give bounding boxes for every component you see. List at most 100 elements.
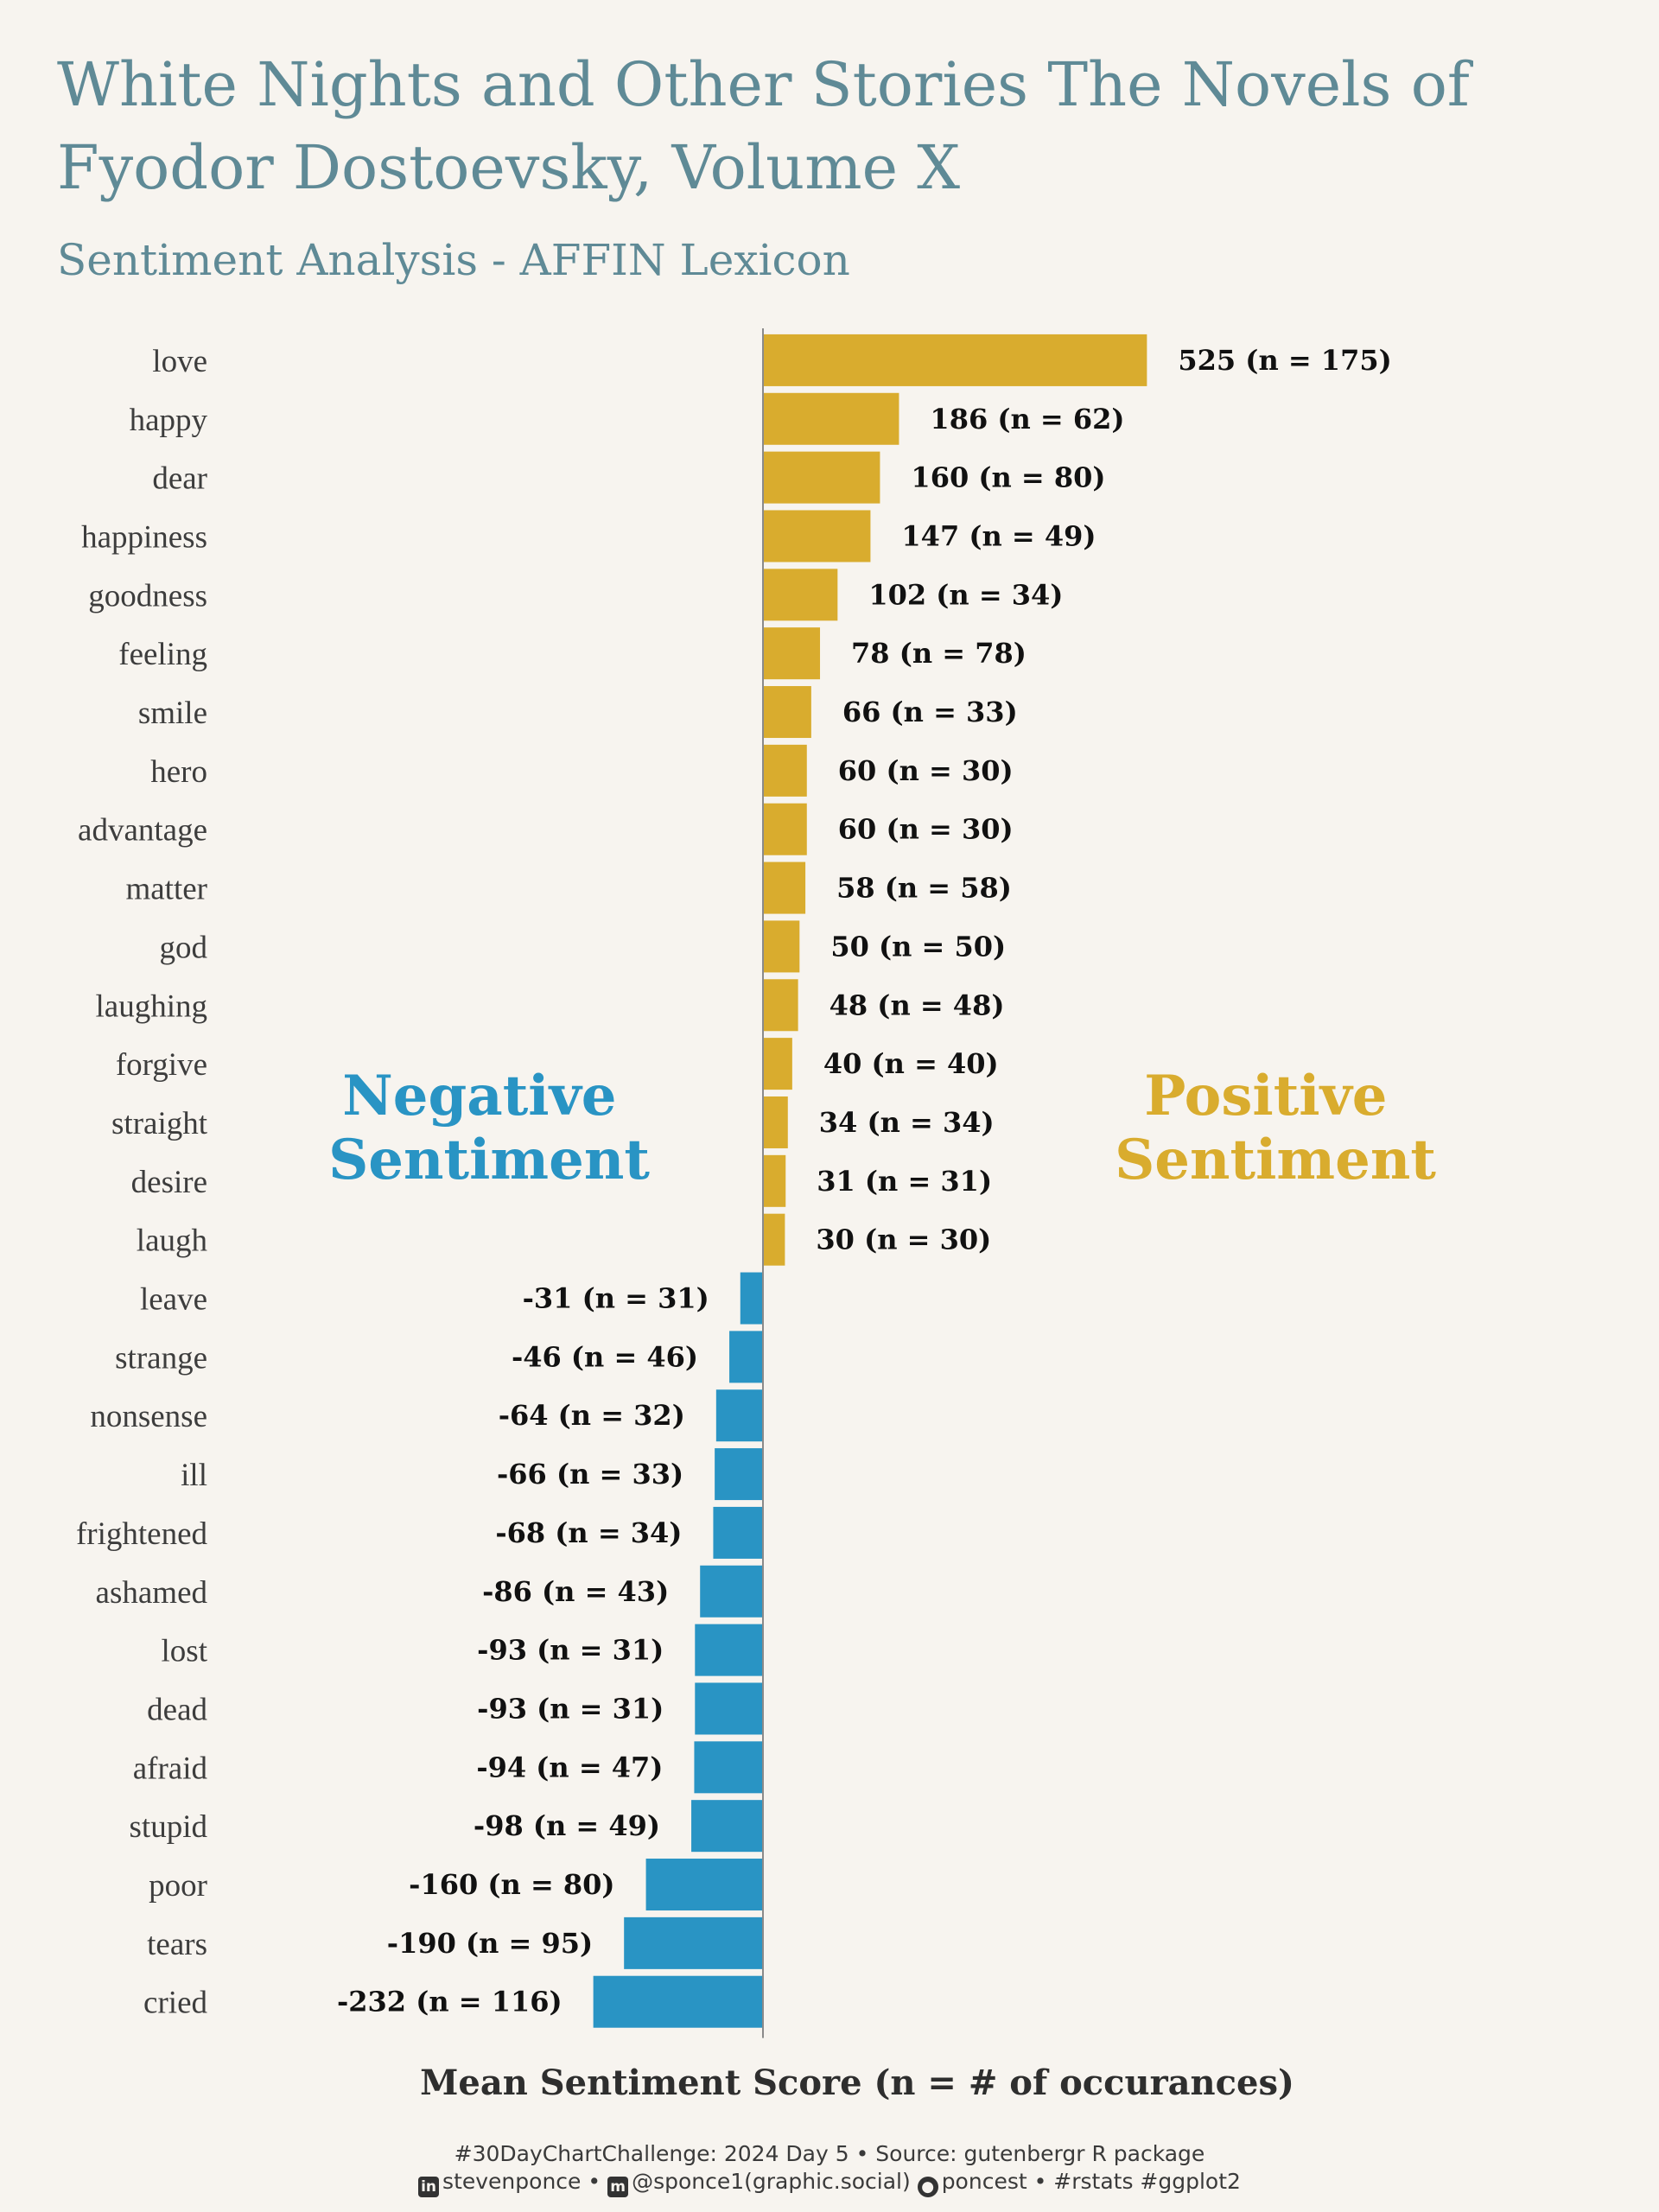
category-label-leave: leave [140,1282,207,1318]
category-label-matter: matter [125,872,207,907]
category-labels-group: love happy dear happiness goodness feeling smi… [76,344,208,2021]
bar-advantage [763,803,807,855]
caption-linkedin: stevenponce • [442,2169,601,2194]
bar-forgive [763,1038,792,1090]
value-label-forgive: 40 (n = 40) [823,1047,999,1080]
bar-tears [624,1916,763,1969]
value-label-afraid: -94 (n = 47) [476,1751,663,1783]
bar-feeling [763,627,821,680]
category-label-lost: lost [162,1634,208,1669]
value-label-cried: -232 (n = 116) [337,1986,563,2018]
category-label-cried: cried [143,1986,207,2021]
bar-cried [593,1975,763,2028]
category-label-afraid: afraid [133,1751,208,1786]
bar-god [763,920,800,973]
category-label-laugh: laugh [137,1224,208,1259]
category-label-nonsense: nonsense [90,1399,207,1434]
bar-desire [763,1154,786,1207]
category-label-dear: dear [152,461,207,497]
bar-dear [763,451,880,504]
bar-hero [763,744,807,797]
positive-annotation-line-1: Positive [1144,1064,1387,1128]
category-label-hero: hero [150,754,207,790]
bar-ashamed [700,1565,763,1618]
bar-afraid [694,1741,763,1794]
value-label-ill: -66 (n = 33) [497,1458,683,1491]
caption-line-1: #30DayChartChallenge: 2024 Day 5 • Sourc… [454,2141,1205,2166]
category-label-feeling: feeling [118,637,207,672]
bar-laughing [763,979,798,1032]
category-label-advantage: advantage [78,813,207,849]
bar-laugh [763,1213,785,1266]
value-labels-group: 525 (n = 175) 186 (n = 62) 160 (n = 80) 147… [337,344,1392,2018]
negative-annotation-line-1: Negative [342,1064,616,1128]
value-label-ashamed: -86 (n = 43) [482,1575,669,1608]
value-label-laugh: 30 (n = 30) [816,1224,991,1256]
value-label-nonsense: -64 (n = 32) [499,1399,685,1432]
value-label-tears: -190 (n = 95) [387,1927,593,1960]
value-label-strange: -46 (n = 46) [512,1340,698,1373]
value-label-dear: 160 (n = 80) [911,461,1105,494]
category-label-ashamed: ashamed [96,1575,208,1611]
bar-matter [763,861,806,914]
category-label-desire: desire [131,1165,207,1200]
category-label-goodness: goodness [88,578,207,613]
positive-annotation-line-2: Sentiment [1115,1128,1436,1192]
negative-annotation-line-2: Sentiment [328,1128,650,1192]
value-label-feeling: 78 (n = 78) [851,637,1027,670]
value-label-stupid: -98 (n = 49) [474,1809,660,1842]
bar-dead [695,1682,763,1735]
category-label-poor: poor [149,1868,207,1904]
value-label-happiness: 147 (n = 49) [901,519,1096,552]
bar-strange [729,1331,763,1383]
bar-straight [763,1096,788,1148]
category-label-laughing: laughing [96,988,207,1024]
value-label-leave: -31 (n = 31) [523,1282,709,1315]
category-label-ill: ill [181,1458,207,1493]
category-label-stupid: stupid [130,1809,208,1845]
negative-annotation: Negative Sentiment [328,1064,650,1192]
category-label-happiness: happiness [81,519,207,555]
bar-stupid [691,1800,763,1853]
bar-ill [715,1448,763,1501]
chart-subtitle: Sentiment Analysis - AFFIN Lexicon [57,235,850,285]
category-label-happy: happy [130,403,208,438]
value-label-happy: 186 (n = 62) [930,403,1124,435]
bar-leave [740,1272,763,1325]
chart-title: White Nights and Other Stories The Novel… [57,49,1470,203]
value-label-poor: -160 (n = 80) [409,1868,614,1901]
bar-smile [763,686,811,739]
caption-mastodon: @sponce1(graphic.social) [632,2169,911,2194]
bar-poor [645,1859,763,1911]
category-label-tears: tears [147,1927,207,1962]
bar-nonsense [715,1389,763,1442]
mastodon-icon: m [607,2177,629,2197]
caption-github: poncest • #rstats #ggplot2 [941,2169,1241,2194]
bars-group [593,334,1147,2028]
category-label-love: love [152,344,207,379]
x-axis-label: Mean Sentiment Score (n = # of occurance… [420,2063,1294,2103]
category-label-smile: smile [138,696,207,731]
value-label-lost: -93 (n = 31) [477,1634,664,1667]
linkedin-icon: in [418,2177,440,2197]
bar-frightened [713,1506,763,1559]
value-label-dead: -93 (n = 31) [477,1692,664,1725]
value-label-desire: 31 (n = 31) [817,1165,992,1198]
value-label-straight: 34 (n = 34) [819,1106,995,1139]
bar-happiness [763,510,871,563]
positive-annotation: Positive Sentiment [1115,1064,1436,1192]
bar-happy [763,392,899,445]
value-label-goodness: 102 (n = 34) [868,578,1063,611]
value-label-hero: 60 (n = 30) [838,754,1014,787]
category-label-dead: dead [147,1692,207,1727]
value-label-laughing: 48 (n = 48) [830,988,1005,1021]
category-label-forgive: forgive [116,1047,207,1083]
value-label-smile: 66 (n = 33) [842,696,1018,728]
bar-goodness [763,569,838,621]
category-label-frightened: frightened [76,1516,208,1552]
value-label-advantage: 60 (n = 30) [838,813,1014,846]
category-label-god: god [160,930,208,965]
github-icon: ● [917,2177,938,2197]
value-label-frightened: -68 (n = 34) [495,1516,682,1549]
